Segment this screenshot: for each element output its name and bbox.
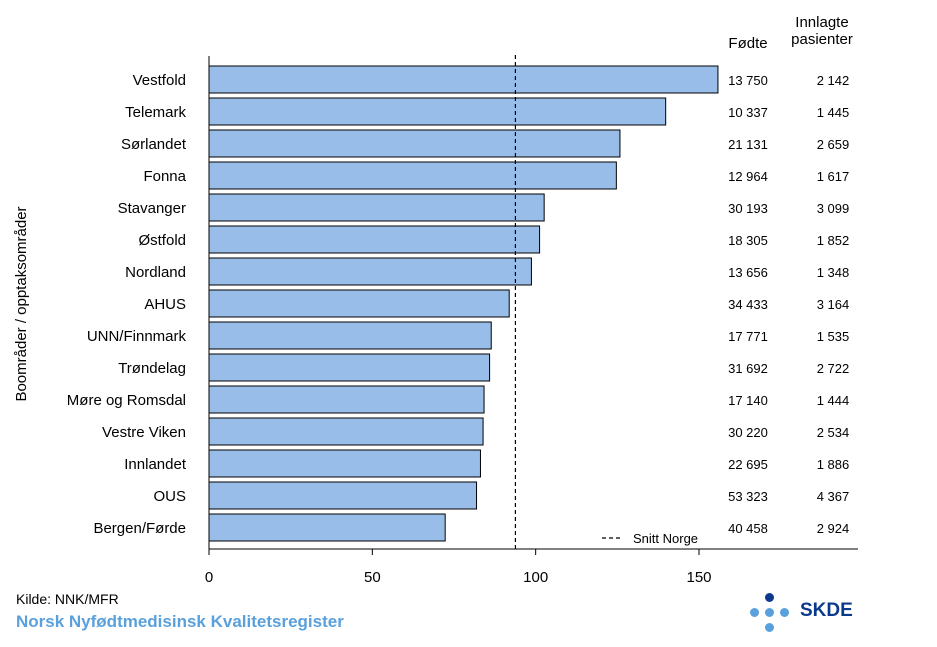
admitted-value: 1 535 xyxy=(817,329,850,344)
bar xyxy=(208,449,481,478)
bar xyxy=(208,353,491,382)
category-label: Møre og Romsdal xyxy=(67,392,186,409)
births-value: 17 771 xyxy=(728,329,768,344)
births-value: 10 337 xyxy=(728,105,768,120)
bar xyxy=(208,481,478,510)
bar xyxy=(208,513,446,542)
bar xyxy=(208,193,545,222)
logo-dot-center xyxy=(765,608,774,617)
category-label: Sørlandet xyxy=(121,136,187,153)
category-label: Fonna xyxy=(143,168,186,185)
births-value: 34 433 xyxy=(728,297,768,312)
logo-dot-right xyxy=(780,608,789,617)
births-value: 13 750 xyxy=(728,73,768,88)
x-tick-label: 100 xyxy=(523,569,548,586)
admitted-value: 1 348 xyxy=(817,265,850,280)
source-note: Kilde: NNK/MFR xyxy=(16,591,119,607)
births-value: 30 220 xyxy=(728,425,768,440)
category-label: UNN/Finnmark xyxy=(87,328,187,345)
births-value: 18 305 xyxy=(728,233,768,248)
bar xyxy=(208,129,621,158)
x-tick-label: 0 xyxy=(205,569,213,586)
x-tick-label: 150 xyxy=(686,569,711,586)
category-label: Stavanger xyxy=(118,200,186,217)
y-axis-title: Boområder / opptaksområder xyxy=(13,206,30,401)
admitted-value: 1 852 xyxy=(817,233,850,248)
category-label: Bergen/Førde xyxy=(93,520,186,537)
births-value: 31 692 xyxy=(728,361,768,376)
bar xyxy=(208,321,492,350)
bar xyxy=(208,225,541,254)
bar xyxy=(208,161,617,190)
births-value: 40 458 xyxy=(728,521,768,536)
bar xyxy=(208,385,485,414)
bar xyxy=(208,289,510,318)
bar xyxy=(208,257,532,286)
admitted-value: 4 367 xyxy=(817,489,850,504)
bar-chart: Vestfold 13 750 2 142 Telemark 10 337 1 445 Sø… xyxy=(13,14,858,586)
admitted-value: 1 886 xyxy=(817,457,850,472)
admitted-value: 1 617 xyxy=(817,169,850,184)
births-value: 13 656 xyxy=(728,265,768,280)
bar xyxy=(208,417,484,446)
logo-dot-bottom xyxy=(765,623,774,632)
skde-logo: SKDE xyxy=(748,592,868,640)
births-value: 53 323 xyxy=(728,489,768,504)
category-label: Nordland xyxy=(125,264,186,281)
admitted-header: Innlagte pasienter xyxy=(791,14,853,48)
admitted-value: 1 444 xyxy=(817,393,850,408)
x-tick-label: 50 xyxy=(364,569,381,586)
bar xyxy=(208,97,667,126)
births-header: Fødte xyxy=(728,35,767,52)
births-value: 21 131 xyxy=(728,137,768,152)
bar xyxy=(208,65,719,94)
category-label: Vestre Viken xyxy=(102,424,186,441)
registry-name: Norsk Nyfødtmedisinsk Kvalitetsregister xyxy=(16,612,344,631)
category-label: Trøndelag xyxy=(118,360,186,377)
category-label: AHUS xyxy=(144,296,186,313)
admitted-value: 2 534 xyxy=(817,425,850,440)
admitted-value: 3 164 xyxy=(817,297,850,312)
legend-label: Snitt Norge xyxy=(633,531,698,546)
category-label: Innlandet xyxy=(124,456,187,473)
admitted-value: 2 722 xyxy=(817,361,850,376)
category-label: Vestfold xyxy=(133,72,186,89)
births-value: 12 964 xyxy=(728,169,768,184)
admitted-value: 2 659 xyxy=(817,137,850,152)
category-label: Østfold xyxy=(138,232,186,249)
category-label: OUS xyxy=(153,488,186,505)
births-value: 30 193 xyxy=(728,201,768,216)
admitted-value: 2 924 xyxy=(817,521,850,536)
logo-text: SKDE xyxy=(800,600,853,621)
logo-dot-top xyxy=(765,593,774,602)
births-value: 22 695 xyxy=(728,457,768,472)
logo-dot-left xyxy=(750,608,759,617)
births-value: 17 140 xyxy=(728,393,768,408)
admitted-value: 2 142 xyxy=(817,73,850,88)
category-label: Telemark xyxy=(125,104,186,121)
admitted-value: 1 445 xyxy=(817,105,850,120)
admitted-value: 3 099 xyxy=(817,201,850,216)
